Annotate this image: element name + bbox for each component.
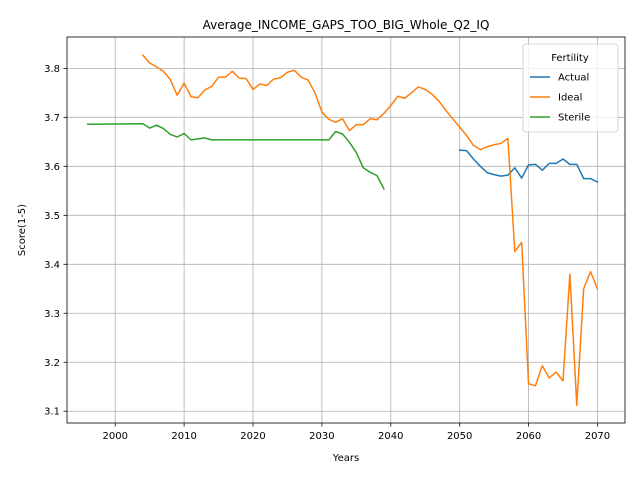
legend-title: Fertility [551, 53, 589, 64]
y-tick-label: 3.8 [44, 64, 60, 75]
x-tick-label: 2010 [171, 431, 196, 442]
y-tick-label: 3.5 [44, 211, 60, 222]
x-axis-label: Years [332, 453, 359, 464]
series-lines [86, 54, 599, 407]
series-line-actual [458, 149, 599, 183]
x-tick-label: 2020 [240, 431, 265, 442]
legend-label-sterile: Sterile [558, 113, 590, 124]
y-tick-label: 3.3 [44, 309, 60, 320]
y-tick-label: 3.7 [44, 113, 60, 124]
y-tick-label: 3.6 [44, 162, 60, 173]
x-tick-label: 2000 [102, 431, 127, 442]
y-axis-label: Score(1-5) [17, 204, 28, 256]
legend-label-ideal: Ideal [558, 93, 582, 104]
y-tick-label: 3.1 [44, 407, 60, 418]
legend-box [522, 43, 619, 133]
x-tick-label: 2040 [378, 431, 403, 442]
legend-label-actual: Actual [558, 73, 589, 84]
x-tick-label: 2050 [447, 431, 472, 442]
chart-title: Average_INCOME_GAPS_TOO_BIG_Whole_Q2_IQ [203, 18, 490, 32]
series-line-ideal [141, 54, 599, 407]
plot-frame [66, 36, 626, 424]
ticks: 2000 2010 2020 2030 2040 2050 2060 2070 3.1 3.2 3.… [44, 64, 610, 442]
x-tick-label: 2030 [309, 431, 334, 442]
legend: Fertility Actual Ideal Sterile [522, 43, 619, 133]
series-line-sterile [86, 122, 385, 190]
x-tick-label: 2060 [516, 431, 541, 442]
x-tick-label: 2070 [585, 431, 610, 442]
y-tick-label: 3.4 [44, 260, 60, 271]
y-tick-label: 3.2 [44, 358, 60, 369]
legend-items: Actual Ideal Sterile [530, 73, 590, 124]
